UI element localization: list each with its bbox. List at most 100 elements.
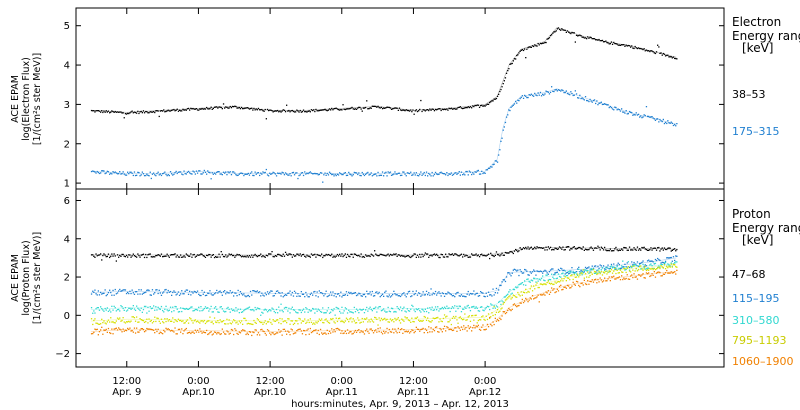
data-point <box>570 91 572 93</box>
data-point <box>256 255 258 258</box>
data-point <box>349 292 351 295</box>
data-point <box>539 294 542 296</box>
data-point <box>254 253 256 256</box>
data-point <box>661 120 663 123</box>
data-point <box>401 174 403 176</box>
data-point <box>363 107 366 109</box>
data-point <box>596 100 598 102</box>
data-point <box>441 320 443 323</box>
data-point <box>431 171 433 174</box>
data-point <box>616 265 618 267</box>
data-point <box>371 290 373 293</box>
data-point <box>450 172 452 174</box>
data-point <box>191 331 193 333</box>
data-point <box>482 292 484 294</box>
data-point <box>630 111 632 113</box>
data-point <box>158 320 160 322</box>
data-point <box>650 275 652 277</box>
data-point <box>334 173 336 176</box>
data-point <box>162 321 164 323</box>
data-point <box>355 294 358 297</box>
x-tick-time: 0:00 <box>331 376 353 387</box>
data-point <box>395 107 397 109</box>
data-point <box>475 325 477 327</box>
data-point <box>655 259 658 262</box>
data-point <box>462 319 464 321</box>
data-point <box>436 326 438 328</box>
data-point <box>664 268 667 270</box>
data-point <box>358 172 360 174</box>
data-point <box>557 280 560 283</box>
data-point <box>308 333 310 335</box>
data-point <box>386 254 388 256</box>
data-point <box>420 320 422 322</box>
data-point <box>539 247 542 249</box>
data-point <box>534 246 536 248</box>
data-point <box>646 269 649 271</box>
data-point <box>418 175 420 177</box>
data-point <box>624 112 626 114</box>
data-point <box>233 254 235 257</box>
data-point <box>434 306 437 308</box>
data-point <box>352 312 354 314</box>
data-point <box>176 308 178 310</box>
data-point <box>176 320 178 323</box>
data-point <box>357 173 359 176</box>
data-point <box>92 312 94 314</box>
data-point <box>184 328 186 331</box>
data-point <box>215 256 217 258</box>
data-point <box>415 290 417 292</box>
data-point <box>353 320 355 322</box>
data-point <box>419 330 421 332</box>
data-point <box>504 299 507 301</box>
data-point <box>413 321 415 323</box>
data-point <box>104 254 106 256</box>
data-point <box>379 253 381 255</box>
data-point <box>184 308 186 310</box>
data-point <box>120 111 122 113</box>
data-point <box>263 321 265 324</box>
data-point <box>539 283 542 285</box>
data-point <box>558 275 561 278</box>
data-point <box>448 173 450 175</box>
data-point <box>428 256 430 258</box>
data-point <box>262 294 264 296</box>
data-point <box>648 259 650 261</box>
data-point <box>529 288 531 290</box>
data-point <box>290 320 292 322</box>
data-point <box>330 291 332 293</box>
data-point <box>463 107 465 109</box>
data-point <box>619 249 622 251</box>
data-point <box>124 289 127 291</box>
series-trend-line <box>90 271 677 332</box>
data-point <box>513 288 516 291</box>
data-point <box>352 292 354 294</box>
data-point <box>220 173 222 175</box>
data-point <box>403 329 405 331</box>
data-point <box>633 113 635 116</box>
data-point <box>358 292 360 294</box>
data-point <box>299 109 301 112</box>
data-point <box>317 110 319 112</box>
data-point <box>344 108 346 111</box>
data-point <box>485 328 487 330</box>
data-point <box>279 292 281 294</box>
data-point <box>171 254 173 256</box>
data-point <box>327 307 330 309</box>
data-point <box>222 171 225 173</box>
data-point <box>457 307 459 310</box>
data-point <box>169 171 172 173</box>
data-point <box>393 311 395 313</box>
data-point <box>384 332 386 334</box>
data-point <box>520 248 522 251</box>
data-point <box>309 318 311 320</box>
data-point <box>90 170 93 173</box>
data-point <box>98 294 101 296</box>
data-point <box>502 279 504 281</box>
data-point <box>475 314 477 316</box>
data-point <box>349 331 351 333</box>
data-point <box>635 112 637 114</box>
data-point <box>641 274 643 276</box>
data-point <box>666 266 668 268</box>
data-point <box>464 255 466 257</box>
